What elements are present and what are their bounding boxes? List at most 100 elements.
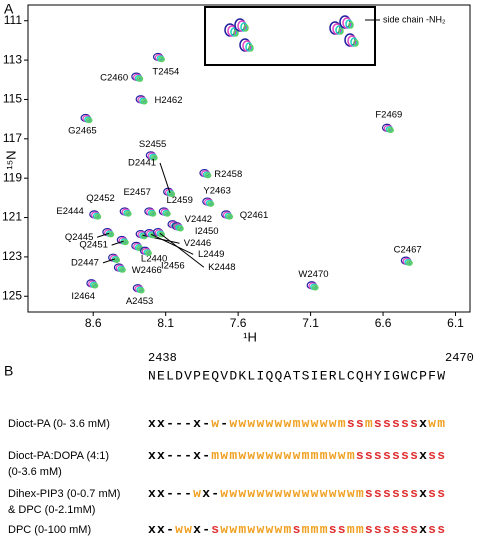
code-char: w [220,486,228,501]
code-char: s [392,522,400,537]
leader-line [102,258,116,264]
code-char: s [383,448,391,463]
peak [132,284,145,294]
code-char: w [428,416,436,431]
peak-contour [136,76,144,82]
leader-line [159,162,171,194]
code-char: w [347,486,355,501]
code-char: w [229,416,237,431]
code-char: s [374,486,382,501]
code-char: m [347,522,355,537]
peak-contour [113,257,121,263]
code-char: m [302,522,310,537]
code-char: - [175,486,183,501]
code-char: w [293,448,301,463]
code-char: m [311,522,319,537]
peak-label: F2469 [375,109,402,120]
inset-contour [345,19,353,29]
code-char: x [193,448,201,463]
peak-label: K2448 [208,262,235,273]
code-char: s [401,448,409,463]
y-axis-label: ¹⁵N [3,150,18,169]
peak-contour [311,284,319,291]
inset-contour [350,37,358,47]
peak-contour [119,267,126,273]
code-char: w [193,486,201,501]
peak-contour [168,191,176,198]
inset-label: side chain -NH₂ [383,14,446,24]
peak-contour [85,117,93,124]
code-char: w [311,486,319,501]
inset-contour [353,39,359,47]
sequence-end: 2470 [445,351,474,365]
code-char: s [410,448,418,463]
code-char: w [247,522,255,537]
peak-label: W2470 [298,269,328,280]
code-char: w [329,486,337,501]
code-char: w [284,416,292,431]
peak-contour [177,225,184,232]
code-char: w [247,448,255,463]
code-char: x [148,448,156,463]
code-char: w [338,448,346,463]
peak-label: I2456 [161,260,185,271]
leader-line [111,240,124,246]
x-axis-label: ¹H [243,329,257,344]
inset-contour [338,27,344,35]
code-char: w [329,448,337,463]
peak [202,197,215,207]
peak-label: R2458 [214,169,242,180]
y-tick-label: 121 [2,210,22,224]
sequence-start: 2438 [148,351,177,365]
code-char: w [229,486,237,501]
code-char: m [211,448,219,463]
peak [80,113,93,124]
peak-contour [204,172,212,179]
code-char: w [265,416,273,431]
peak [152,52,165,63]
code-char: s [437,522,445,537]
y-tick-label: 117 [3,131,22,145]
peak [135,95,148,105]
code-char: w [175,522,183,537]
row-code: xx-wwx-swwmwwwwmsmmmssmmssssssxss [148,522,445,537]
row-code: xx---wx-wwwwwwwwwwwwwwwmssssssxss [148,486,445,501]
peak [131,72,144,82]
inset-contour [335,25,343,35]
code-char: s [383,486,391,501]
peak-contour [406,260,413,266]
peak-label: W2466 [132,265,162,276]
peak-label: H2462 [154,95,182,106]
code-char: m [311,448,319,463]
code-char: - [166,522,174,537]
code-char: w [275,522,283,537]
code-char: - [202,448,210,463]
peak-label: I2450 [195,226,219,237]
row-label: Dioct-PA:DOPA (4:1) [8,450,109,462]
code-char: w [220,448,228,463]
code-char: x [148,522,156,537]
peak-label: S2455 [139,139,166,150]
peak [113,263,126,273]
peak-contour [149,210,157,217]
code-char: s [293,522,301,537]
code-char: s [356,448,364,463]
code-char: x [148,486,156,501]
code-char: w [329,416,337,431]
x-tick-label: 8.6 [85,316,102,330]
peak-label: Y2463 [203,185,230,196]
code-char: w [247,486,255,501]
code-char: w [238,448,246,463]
peak-label: L2449 [198,249,224,260]
code-char: s [365,522,373,537]
peak [158,207,171,217]
inset-contour [240,22,248,32]
y-tick-label: 113 [3,52,22,66]
code-char: s [383,522,391,537]
peak-contour [91,282,99,289]
peak-label: Q2451 [79,240,108,251]
panel-label: B [4,363,13,379]
code-char: s [437,448,445,463]
code-char: w [211,416,219,431]
